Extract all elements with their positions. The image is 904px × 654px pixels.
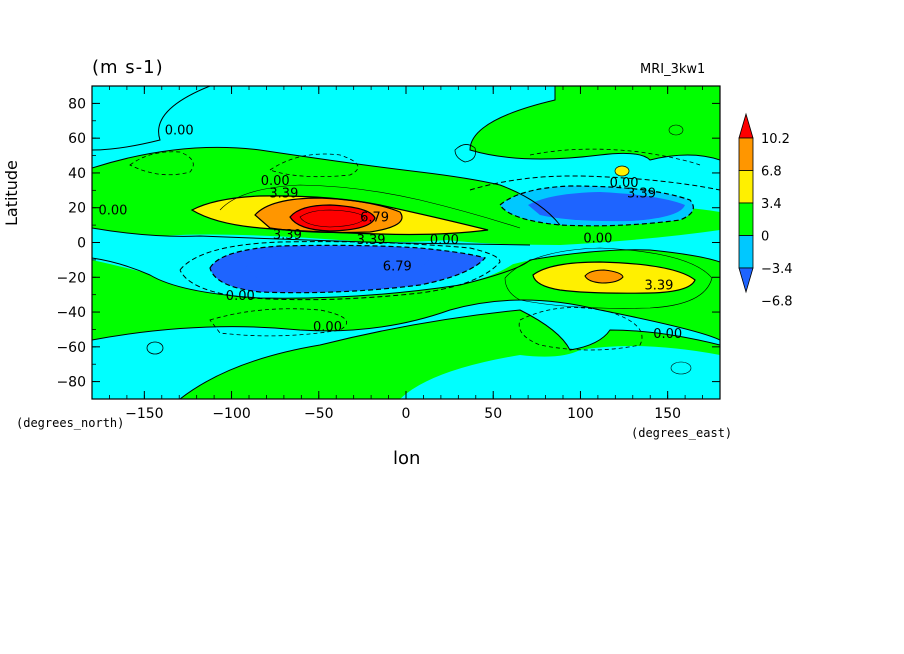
y-tick-label: 0	[77, 236, 86, 252]
contour-label: 3.39	[273, 228, 302, 243]
field-orange-east	[585, 270, 623, 283]
field-small-negative-ne	[668, 124, 684, 136]
y-tick-label: −20	[56, 270, 86, 286]
contour-label: 3.39	[357, 233, 386, 248]
colorbar-segment	[738, 235, 754, 269]
x-unit-label: (degrees_east)	[631, 426, 733, 440]
contour-label: 0.00	[226, 289, 255, 304]
field-positive-north	[92, 86, 720, 160]
contour-label: 0.00	[261, 174, 290, 189]
contour-labels: 0.000.000.003.396.793.39 3.39 0.006.790.00…	[98, 124, 682, 342]
colorbar-segment	[738, 137, 754, 171]
colorbar-tick-label: 3.4	[761, 197, 782, 212]
units-title: (m s-1)	[92, 57, 164, 78]
model-title: MRI_3kw1	[640, 62, 706, 77]
colorbar-tick-label: −3.4	[761, 262, 793, 277]
field-small-negative-se	[670, 361, 692, 375]
y-tick-label: 80	[68, 96, 86, 112]
colorbar-segment	[738, 170, 754, 204]
contour-label: 0.00	[610, 176, 639, 191]
y-tick-label: −40	[56, 305, 86, 321]
colorbar-bottom-arrow	[738, 267, 754, 294]
y-tick-label: 20	[68, 201, 86, 217]
colorbar-tick-label: 10.2	[761, 132, 790, 147]
y-unit-label: (degrees_north)	[16, 416, 125, 430]
contour-label: 0.00	[653, 327, 682, 342]
x-axis-label: lon	[393, 448, 421, 469]
field-small-positive-north	[614, 165, 630, 177]
y-tick-label: −80	[56, 375, 86, 391]
y-tick-label: −60	[56, 340, 86, 356]
x-tick-label: 100	[567, 406, 594, 422]
y-tick-label: 60	[68, 131, 86, 147]
x-tick-label: 0	[402, 406, 411, 422]
y-axis-label: Latitude	[2, 160, 21, 226]
contour-label: 0.00	[313, 320, 342, 335]
field-strong-negative-east	[528, 192, 685, 222]
contour-label: 6.79	[360, 211, 389, 226]
field-strong-negative-core	[245, 250, 430, 284]
x-tick-label: 150	[654, 406, 681, 422]
colorbar: 10.2 6.8 3.4 0 −3.4 −6.8	[738, 112, 793, 310]
field-negative-southeast	[400, 346, 720, 399]
contour-label: 3.39	[269, 186, 298, 201]
contour-label: 6.79	[383, 259, 412, 274]
colorbar-top-arrow	[738, 112, 754, 139]
contour-label: 0.00	[583, 232, 612, 247]
colorbar-tick-label: 6.8	[761, 165, 782, 180]
contour-label: 0.00	[430, 233, 459, 248]
y-axis: −80 −60 −40 −20 0 20 40 60 80	[56, 85, 720, 400]
x-tick-label: 50	[484, 406, 502, 422]
contour-label: 3.39	[627, 186, 656, 201]
x-axis: −150 −100 −50 0 50 100 150	[109, 86, 703, 422]
field-negative-north-west	[92, 86, 210, 150]
colorbar-segment	[738, 202, 754, 236]
colorbar-tick-label: −6.8	[761, 295, 793, 310]
contour-lines	[92, 86, 720, 399]
colorbar-tick-label: 0	[761, 230, 769, 245]
contour-label: 0.00	[165, 124, 194, 139]
contour-label: 3.39	[644, 278, 673, 293]
x-tick-label: −150	[125, 406, 163, 422]
x-tick-label: −100	[212, 406, 250, 422]
y-tick-label: 40	[68, 166, 86, 182]
x-tick-label: −50	[304, 406, 334, 422]
field-small-negative-sw	[146, 341, 164, 355]
contour-label: 0.00	[98, 204, 127, 219]
plot-area: 0.000.000.003.396.793.39 3.39 0.006.790.00…	[92, 86, 720, 399]
